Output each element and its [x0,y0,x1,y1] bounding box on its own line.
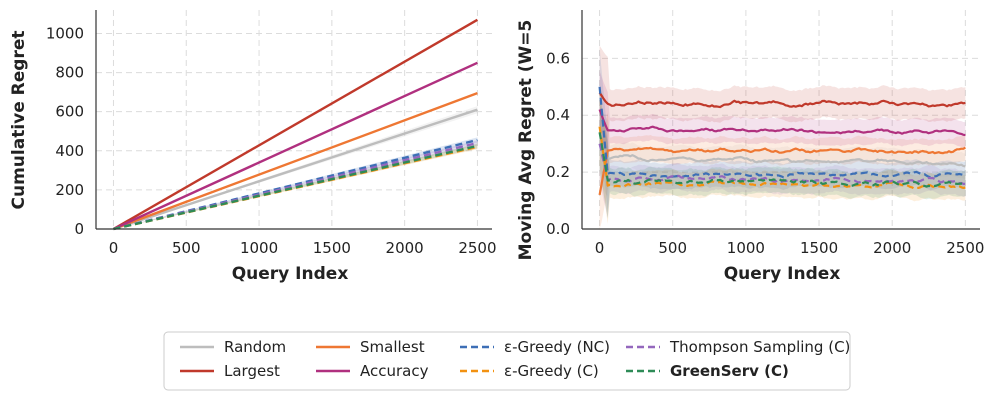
left-y-tick-label: 1000 [46,24,84,42]
left-line-accuracy [113,61,478,231]
legend-label: ε-Greedy (C) [504,362,599,380]
right-line-epsilon-greedy-c [598,126,966,190]
right-band-greenserv-c [599,93,966,219]
left-y-tick-label: 200 [55,181,84,199]
left-line-thompson-sampling-c [113,141,478,231]
left-y-tick-label: 400 [55,142,84,160]
legend-item-accuracy: Accuracy [316,362,429,380]
legend-item-largest: Largest [180,362,280,380]
right-x-axis-label: Query Index [724,264,841,284]
legend-item-greenserv-c: GreenServ (C) [626,362,789,380]
right-y-tick-label: 0.6 [546,49,570,67]
right-line-random [598,143,966,168]
left-line-random [113,108,478,231]
legend-label: Thompson Sampling (C) [669,338,850,356]
right-band-largest [599,45,966,151]
right-line-smallest [598,146,966,196]
left-y-tick-label: 800 [55,64,84,82]
left-y-tick-label: 600 [55,103,84,121]
left-x-tick-label: 0 [109,239,119,257]
legend-label: Smallest [360,338,425,356]
right-line-epsilon-greedy-nc [598,86,966,179]
right-line-accuracy [598,109,966,137]
right-band-epsilon-greedy-c [599,88,966,224]
legend-item-smallest: Smallest [316,338,425,356]
legend-item-epsilon-greedy-nc: ε-Greedy (NC) [460,338,610,356]
right-y-tick-labels: 0.0 0.2 0.4 0.6 [546,49,570,238]
right-series-lines [598,86,966,196]
cumulative-regret-chart: 0 500 1000 1500 2000 2500 0 200 400 600 800 1000 Q… [9,10,497,284]
legend-label: ε-Greedy (NC) [504,338,610,356]
left-line-largest [112,18,478,231]
right-band-thompson-sampling-c [599,105,966,218]
right-y-axis-label: Moving Avg Regret (W=5 [516,20,536,261]
right-x-tick-label: 2500 [946,239,984,257]
legend-label: Accuracy [360,362,429,380]
left-series-lines [112,18,478,231]
right-x-tick-label: 2000 [873,239,911,257]
legend-item-epsilon-greedy-c: ε-Greedy (C) [460,362,599,380]
right-x-tick-label: 500 [658,239,687,257]
right-y-tick-label: 0.0 [546,220,570,238]
left-gridlines [96,10,492,230]
legend-label: Random [224,338,286,356]
left-x-tick-label: 1000 [240,239,278,257]
right-line-greenserv-c [598,132,966,188]
left-band-random [113,106,478,229]
legend: Random Largest Smallest Accuracy ε-Greedy (N… [163,331,851,391]
right-line-largest [598,91,966,109]
legend-label: Largest [224,362,280,380]
right-band-accuracy [599,71,966,169]
left-y-tick-label: 0 [74,220,84,238]
legend-item-thompson-sampling-c: Thompson Sampling (C) [626,338,850,356]
right-x-tick-label: 1500 [800,239,838,257]
left-x-tick-labels: 0 500 1000 1500 2000 2500 [109,239,497,257]
left-x-tick-label: 500 [172,239,201,257]
right-band-smallest [599,112,966,229]
legend-label: GreenServ (C) [670,362,789,380]
right-x-tick-label: 1000 [727,239,765,257]
left-x-tick-label: 2500 [458,239,496,257]
legend-item-random: Random [180,338,286,356]
left-y-tick-labels: 0 200 400 600 800 1000 [46,24,84,238]
right-x-tick-labels: 0 500 1000 1500 2000 2500 [595,239,985,257]
right-band-epsilon-greedy-nc [599,48,966,213]
left-x-tick-label: 2000 [386,239,424,257]
right-y-tick-label: 0.2 [546,163,570,181]
left-line-smallest [113,91,478,231]
left-line-greenserv-c [113,144,478,231]
right-y-tick-label: 0.4 [546,106,570,124]
left-x-axis-label: Query Index [232,264,349,284]
right-x-tick-label: 0 [595,239,605,257]
left-x-tick-label: 1500 [313,239,351,257]
left-line-epsilon-greedy-nc [113,138,478,231]
moving-avg-regret-chart: 0 500 1000 1500 2000 2500 0.0 0.2 0.4 0.6 Query … [516,10,984,284]
left-y-axis-label: Cumulative Regret [9,30,29,209]
right-confidence-bands [599,45,966,229]
